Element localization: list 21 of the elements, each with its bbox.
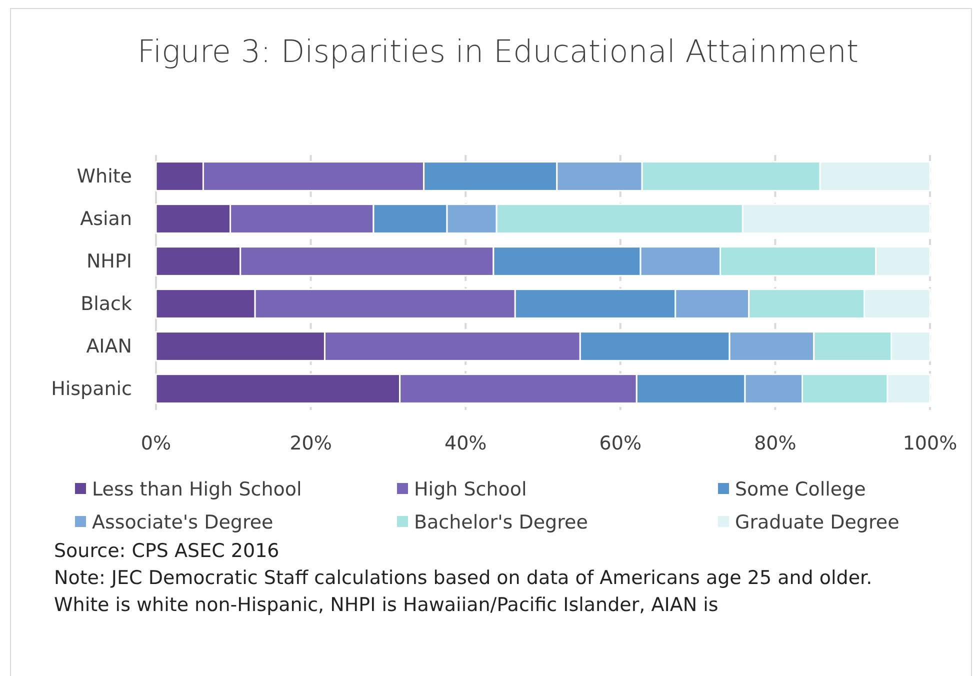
x-tick-label: 20% bbox=[290, 432, 332, 454]
source-note: Source: CPS ASEC 2016 bbox=[54, 539, 280, 564]
legend-label: Some College bbox=[735, 478, 866, 501]
y-tick-label: Hispanic bbox=[51, 378, 132, 400]
x-tick-label: 100% bbox=[902, 432, 958, 454]
legend-label: Graduate Degree bbox=[735, 512, 900, 534]
legend-label: Associate's Degree bbox=[92, 512, 274, 534]
y-tick-label: AIAN bbox=[86, 335, 132, 358]
x-tick-label: 40% bbox=[444, 432, 487, 454]
text: Note: JEC Democratic Staff calculations based on data of Americans age 25 and older. White is white non-Hispanic, NHPI is Hawaiian/Pacific Islander, AIAN is bbox=[54, 566, 874, 618]
legend-label: Less than High School bbox=[92, 478, 302, 501]
y-tick-label: Black bbox=[80, 292, 132, 315]
legend-label: Bachelor's Degree bbox=[414, 512, 588, 534]
y-tick-label: NHPI bbox=[86, 250, 132, 272]
legend-label: High School bbox=[414, 478, 527, 501]
y-tick-label: White bbox=[76, 165, 132, 188]
x-tick-label: 0% bbox=[140, 432, 172, 454]
y-tick-label: Asian bbox=[80, 208, 132, 230]
x-tick-label: 80% bbox=[754, 432, 796, 454]
chart-title: Figure 3: Disparities in Educational Attainment bbox=[137, 34, 859, 70]
x-tick-label: 60% bbox=[599, 432, 642, 454]
